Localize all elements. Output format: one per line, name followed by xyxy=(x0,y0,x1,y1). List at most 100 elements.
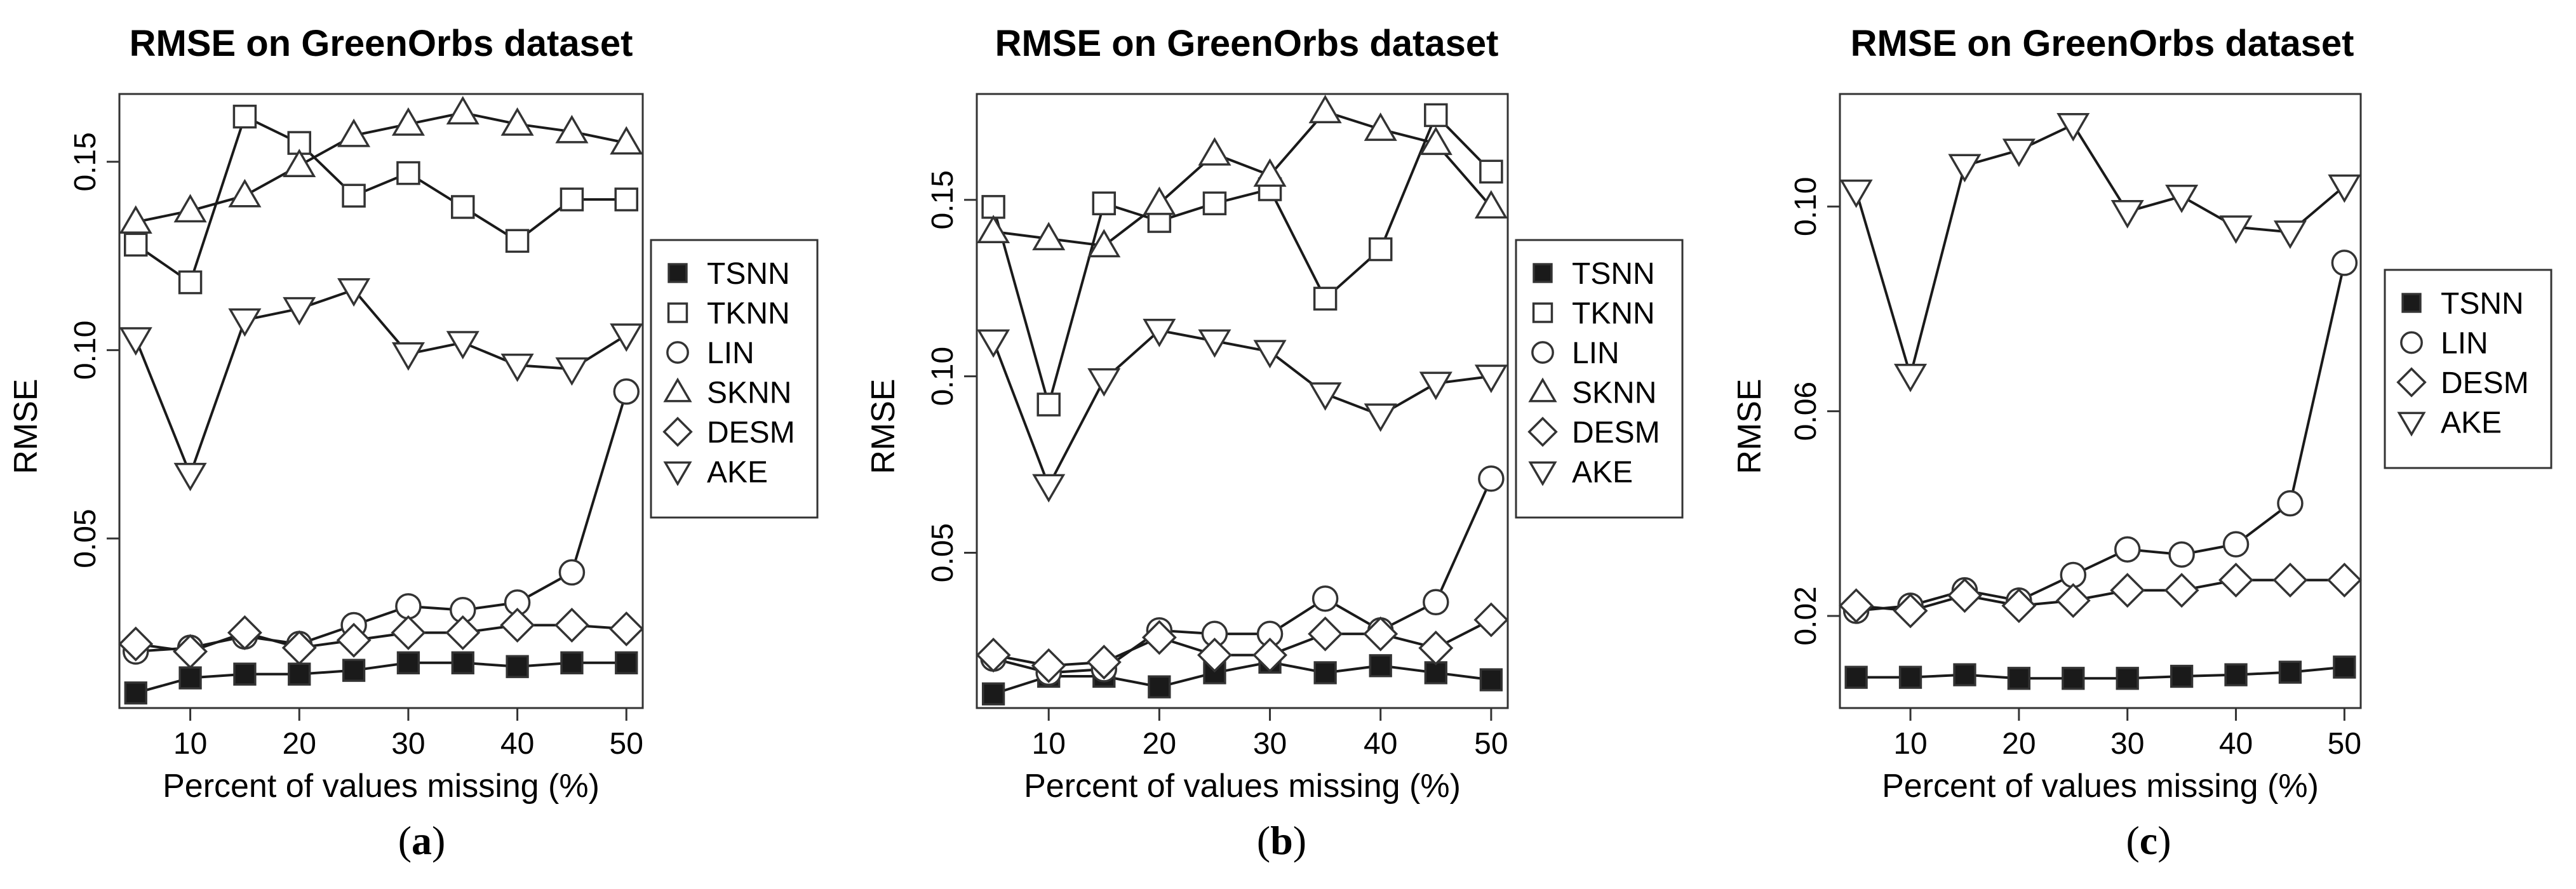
data-point xyxy=(1031,648,1066,683)
data-point xyxy=(1198,137,1231,166)
legend-marker xyxy=(1531,341,1554,364)
series-line xyxy=(135,114,627,284)
data-point xyxy=(2326,563,2362,598)
legend-label: AKE xyxy=(1572,456,1633,490)
x-tick-label: 20 xyxy=(283,727,316,761)
chart-panel-b: RMSE on GreenOrbs dataset 10 20 30 40 50 0.05 0… xyxy=(865,23,1684,863)
data-point xyxy=(1424,103,1448,128)
data-point xyxy=(1364,403,1397,432)
legend-marker xyxy=(1533,263,1553,283)
panel-caption: (c) xyxy=(2126,818,2171,863)
series-sknn xyxy=(977,95,1508,258)
x-tick-label: 10 xyxy=(173,727,207,761)
y-axis-label: RMSE xyxy=(865,378,902,474)
series-tknn xyxy=(124,104,638,295)
data-point xyxy=(2219,215,2253,244)
legend-marker xyxy=(2400,331,2423,354)
data-point xyxy=(173,194,207,223)
data-point xyxy=(227,615,262,650)
legend-marker xyxy=(666,341,689,364)
legend-label: LIN xyxy=(1572,337,1620,370)
data-point xyxy=(981,195,1005,219)
legend-marker xyxy=(2401,293,2422,313)
legend: TSNN TKNN LIN SKNN DESM AKE xyxy=(1515,239,1684,519)
data-point xyxy=(1423,589,1449,616)
series-desm xyxy=(1839,563,2362,629)
data-point xyxy=(391,615,426,650)
plot-frame xyxy=(118,93,644,709)
legend-label: DESM xyxy=(1572,416,1660,450)
data-point xyxy=(1479,668,1503,692)
data-point xyxy=(1311,585,1339,612)
legend-marker xyxy=(1532,302,1553,323)
data-point xyxy=(119,205,152,234)
data-point xyxy=(558,559,586,586)
data-point xyxy=(451,651,474,674)
chart-title: RMSE on GreenOrbs dataset xyxy=(130,23,633,64)
data-point xyxy=(1473,602,1509,638)
y-tick-label: 0.06 xyxy=(1789,382,1823,441)
data-point xyxy=(1419,371,1452,401)
data-point xyxy=(1032,474,1066,503)
data-point xyxy=(1947,578,1982,613)
data-point xyxy=(395,593,422,620)
data-point xyxy=(1368,237,1393,262)
legend-marker xyxy=(667,302,688,323)
data-point xyxy=(1894,363,1928,392)
data-point xyxy=(1419,126,1452,156)
data-point xyxy=(976,638,1011,673)
data-point xyxy=(2224,663,2248,686)
y-axis-label: RMSE xyxy=(1731,378,1768,474)
data-point xyxy=(2002,138,2036,168)
series-sknn xyxy=(119,96,643,234)
data-point xyxy=(232,104,257,129)
data-point xyxy=(396,651,420,674)
data-point xyxy=(1148,675,1171,698)
data-point xyxy=(446,96,480,124)
plot-frame xyxy=(976,93,1509,709)
data-point xyxy=(977,215,1010,244)
data-point xyxy=(2164,573,2199,608)
data-point xyxy=(2110,573,2145,608)
data-point xyxy=(2007,667,2031,690)
data-point xyxy=(560,651,584,674)
data-point xyxy=(1839,588,1874,624)
chart-panel-c: RMSE on GreenOrbs dataset 10 20 30 40 50 0.02 0… xyxy=(1731,23,2553,863)
legend-label: TSNN xyxy=(1572,257,1655,291)
legend-marker xyxy=(663,377,692,403)
x-tick-label: 10 xyxy=(1893,727,1927,761)
legend-marker xyxy=(1528,461,1557,486)
data-point xyxy=(1202,191,1227,216)
data-point xyxy=(2277,490,2304,517)
legend-marker xyxy=(667,263,688,283)
series-line xyxy=(1856,262,2346,612)
legend-label: SKNN xyxy=(707,377,791,410)
data-point xyxy=(1092,191,1117,216)
data-point xyxy=(1424,661,1447,685)
series-line xyxy=(1856,578,2345,612)
data-point xyxy=(1198,329,1231,358)
data-point xyxy=(1948,154,1982,183)
data-point xyxy=(2272,563,2308,598)
series-line xyxy=(1856,665,2345,680)
series-desm xyxy=(976,602,1509,683)
legend-marker xyxy=(663,461,692,486)
data-point xyxy=(1141,620,1177,655)
data-point xyxy=(2273,220,2307,250)
x-tick-label: 20 xyxy=(2002,727,2036,761)
x-tick-label: 40 xyxy=(2219,727,2253,761)
data-point xyxy=(2056,113,2090,142)
plot-frame xyxy=(1839,93,2362,709)
data-point xyxy=(1143,186,1176,215)
data-point xyxy=(342,184,366,208)
data-point xyxy=(451,195,475,219)
data-point xyxy=(1474,364,1508,394)
data-point xyxy=(1086,645,1122,680)
data-point xyxy=(2116,667,2139,690)
data-point xyxy=(178,270,203,295)
data-point xyxy=(1898,665,1922,689)
data-point xyxy=(1032,222,1066,251)
legend-label: TSNN xyxy=(707,257,790,291)
data-point xyxy=(124,681,147,705)
y-tick-label: 0.15 xyxy=(926,170,960,229)
